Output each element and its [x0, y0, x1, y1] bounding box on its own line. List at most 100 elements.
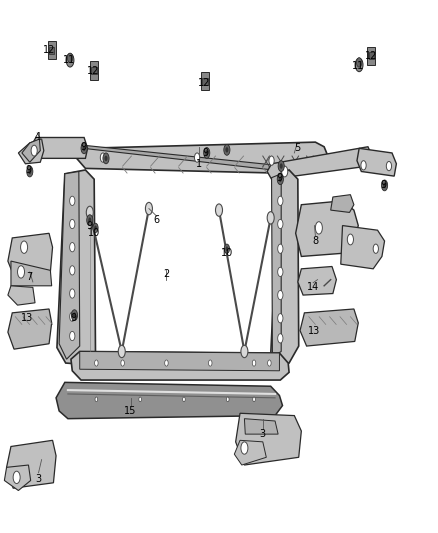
Polygon shape: [272, 174, 281, 357]
Bar: [367, 47, 375, 65]
Text: 13: 13: [21, 313, 33, 323]
Circle shape: [21, 241, 28, 253]
Polygon shape: [300, 309, 358, 346]
Circle shape: [118, 345, 125, 358]
Text: 9: 9: [202, 148, 208, 158]
Polygon shape: [331, 195, 354, 213]
Circle shape: [278, 334, 283, 343]
Text: 9: 9: [276, 173, 283, 183]
Bar: [369, 52, 374, 59]
Bar: [92, 67, 97, 74]
Polygon shape: [267, 147, 372, 179]
Circle shape: [13, 471, 20, 483]
Circle shape: [279, 176, 282, 182]
Bar: [48, 42, 56, 60]
Bar: [202, 78, 208, 85]
Circle shape: [70, 312, 75, 321]
Text: 10: 10: [88, 228, 100, 238]
Circle shape: [278, 220, 283, 229]
Circle shape: [241, 442, 248, 454]
Circle shape: [224, 244, 230, 253]
Polygon shape: [8, 286, 35, 305]
Circle shape: [269, 156, 274, 165]
Circle shape: [226, 397, 229, 402]
Circle shape: [103, 153, 109, 164]
Circle shape: [28, 169, 32, 174]
Circle shape: [27, 166, 33, 177]
Polygon shape: [71, 351, 289, 380]
Bar: [90, 61, 98, 79]
Text: 6: 6: [154, 215, 160, 225]
Circle shape: [282, 166, 288, 177]
Circle shape: [73, 312, 76, 318]
Text: 4: 4: [34, 133, 40, 142]
Circle shape: [18, 266, 25, 278]
Circle shape: [71, 310, 78, 320]
Polygon shape: [57, 170, 95, 365]
Circle shape: [94, 225, 97, 230]
Polygon shape: [59, 172, 80, 359]
Circle shape: [100, 153, 106, 162]
Polygon shape: [7, 440, 56, 488]
Circle shape: [278, 244, 283, 253]
Circle shape: [278, 196, 283, 206]
Circle shape: [252, 360, 256, 366]
Bar: [201, 72, 209, 91]
Polygon shape: [22, 139, 40, 162]
Text: 9: 9: [87, 221, 93, 231]
Polygon shape: [77, 142, 328, 174]
Circle shape: [224, 144, 230, 155]
Text: 9: 9: [25, 165, 32, 175]
Polygon shape: [11, 261, 52, 286]
Circle shape: [194, 153, 200, 162]
Circle shape: [87, 215, 93, 225]
Circle shape: [66, 53, 74, 67]
Text: 9: 9: [80, 142, 86, 152]
Text: 1: 1: [196, 159, 202, 169]
Polygon shape: [80, 351, 279, 371]
Circle shape: [373, 244, 378, 253]
Circle shape: [95, 360, 98, 366]
Circle shape: [70, 289, 75, 298]
Text: 11: 11: [352, 61, 364, 71]
Text: 8: 8: [312, 236, 318, 246]
Circle shape: [183, 397, 185, 402]
Circle shape: [361, 160, 366, 170]
Text: 9: 9: [71, 313, 77, 323]
Text: 12: 12: [87, 66, 99, 76]
Circle shape: [88, 217, 91, 223]
Circle shape: [70, 332, 75, 341]
Polygon shape: [296, 201, 358, 256]
Text: 12: 12: [43, 45, 55, 55]
Circle shape: [205, 150, 208, 156]
Text: 3: 3: [35, 474, 42, 484]
Circle shape: [104, 156, 107, 161]
Text: 15: 15: [124, 406, 137, 416]
Bar: [49, 47, 54, 54]
Polygon shape: [8, 233, 53, 277]
Text: 10: 10: [221, 248, 233, 259]
Circle shape: [383, 183, 386, 188]
Circle shape: [277, 174, 283, 184]
Circle shape: [165, 360, 168, 366]
Circle shape: [381, 180, 388, 191]
Circle shape: [355, 58, 363, 71]
Circle shape: [93, 223, 98, 232]
Circle shape: [347, 234, 353, 245]
Text: 12: 12: [198, 78, 210, 88]
Circle shape: [70, 196, 75, 206]
Circle shape: [278, 313, 283, 323]
Text: 13: 13: [308, 326, 321, 336]
Polygon shape: [83, 145, 307, 174]
Polygon shape: [298, 266, 336, 295]
Polygon shape: [18, 139, 44, 164]
Circle shape: [315, 222, 322, 234]
Text: 12: 12: [365, 51, 378, 61]
Circle shape: [278, 267, 283, 277]
Circle shape: [278, 290, 283, 300]
Polygon shape: [30, 138, 88, 158]
Text: 7: 7: [27, 271, 33, 281]
Circle shape: [268, 360, 271, 366]
Text: 11: 11: [63, 55, 75, 65]
Circle shape: [95, 397, 98, 402]
